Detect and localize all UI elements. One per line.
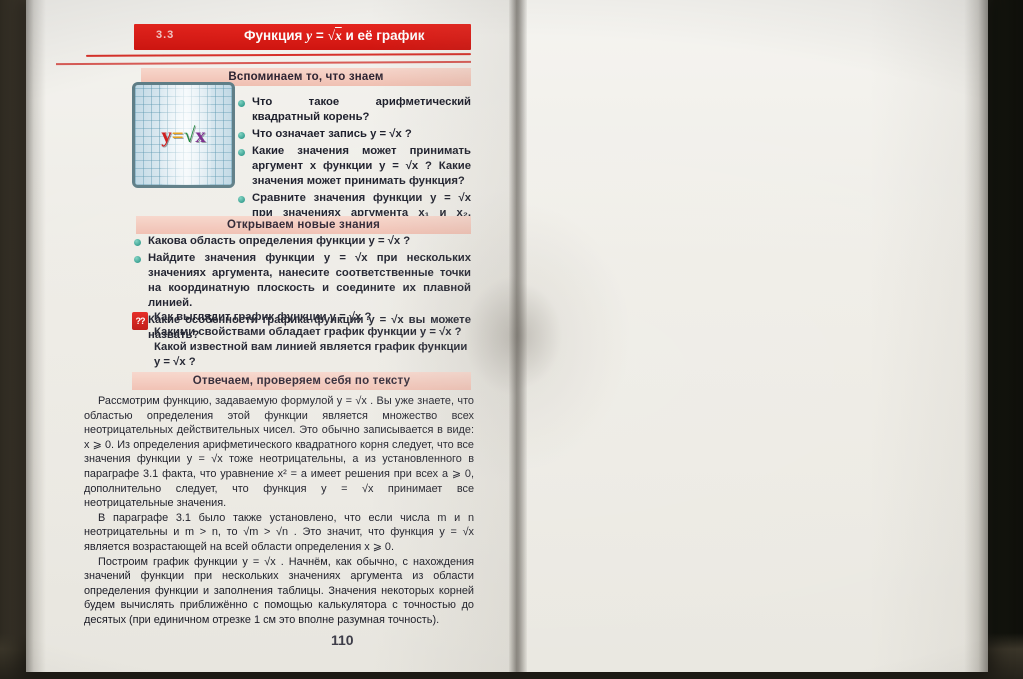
left-body-text: Рассмотрим функцию, задаваемую формулой …: [84, 394, 474, 628]
header-rule-2: [55, 60, 472, 66]
illustration-cylinder: [161, 85, 211, 185]
list-item: Какие особенности графика функции y = √x…: [134, 313, 471, 343]
right-page-edge: [964, 0, 988, 672]
band-answer: Отвечаем, проверяем себя по тексту: [132, 372, 471, 390]
band-discover: Открываем новые знания: [136, 216, 471, 234]
list-item: Найдите значения функции y = √x при неск…: [134, 251, 471, 311]
right-page-warp-shading: [868, 0, 988, 672]
section-number: 3.3: [156, 29, 175, 41]
paragraph: Построим график функции y = √x . Начнём,…: [84, 555, 474, 626]
section-header-bar: [134, 24, 471, 50]
paragraph: В параграфе 3.1 было также установлено, …: [84, 511, 474, 553]
list-item: Как выглядит график функции y = √x ?: [154, 311, 372, 323]
header-rule-1: [85, 53, 472, 57]
open-book: 3.3 Функция y = √x и её график Вспоминае…: [26, 0, 988, 672]
list-item: Какие значения может принимать аргумент …: [238, 144, 471, 189]
section-title: Функция y = √x и её график: [244, 28, 425, 43]
section-header: 3.3 Функция y = √x и её график: [134, 24, 471, 50]
discover-question-list: Какова область определения функции y = √…: [134, 234, 471, 345]
left-page: 3.3 Функция y = √x и её график Вспоминае…: [26, 0, 517, 672]
list-item: Какой известной вам линией является граф…: [154, 341, 468, 368]
highlight-question-list: Как выглядит график функции y = √x ? Как…: [154, 310, 471, 370]
list-item: Что означает запись y = √x ?: [238, 127, 471, 142]
illustration-formula: y=√x: [161, 123, 206, 147]
list-item: Что такое арифметический квадратный коре…: [238, 95, 471, 125]
band-recall: Вспоминаем то, что знаем: [141, 68, 471, 86]
sqrt-cylinder-illustration: y=√x: [132, 82, 235, 188]
paragraph: Рассмотрим функцию, задаваемую формулой …: [84, 395, 474, 510]
list-item: Какими свойствами обладает график функци…: [154, 326, 462, 338]
page-number-left: 110: [331, 632, 354, 648]
question-marks-icon: ??: [132, 312, 148, 330]
right-page: x00,511,522,533,544,555,566,577,588,59 y…: [517, 0, 988, 672]
list-item: Какова область определения функции y = √…: [134, 234, 471, 249]
